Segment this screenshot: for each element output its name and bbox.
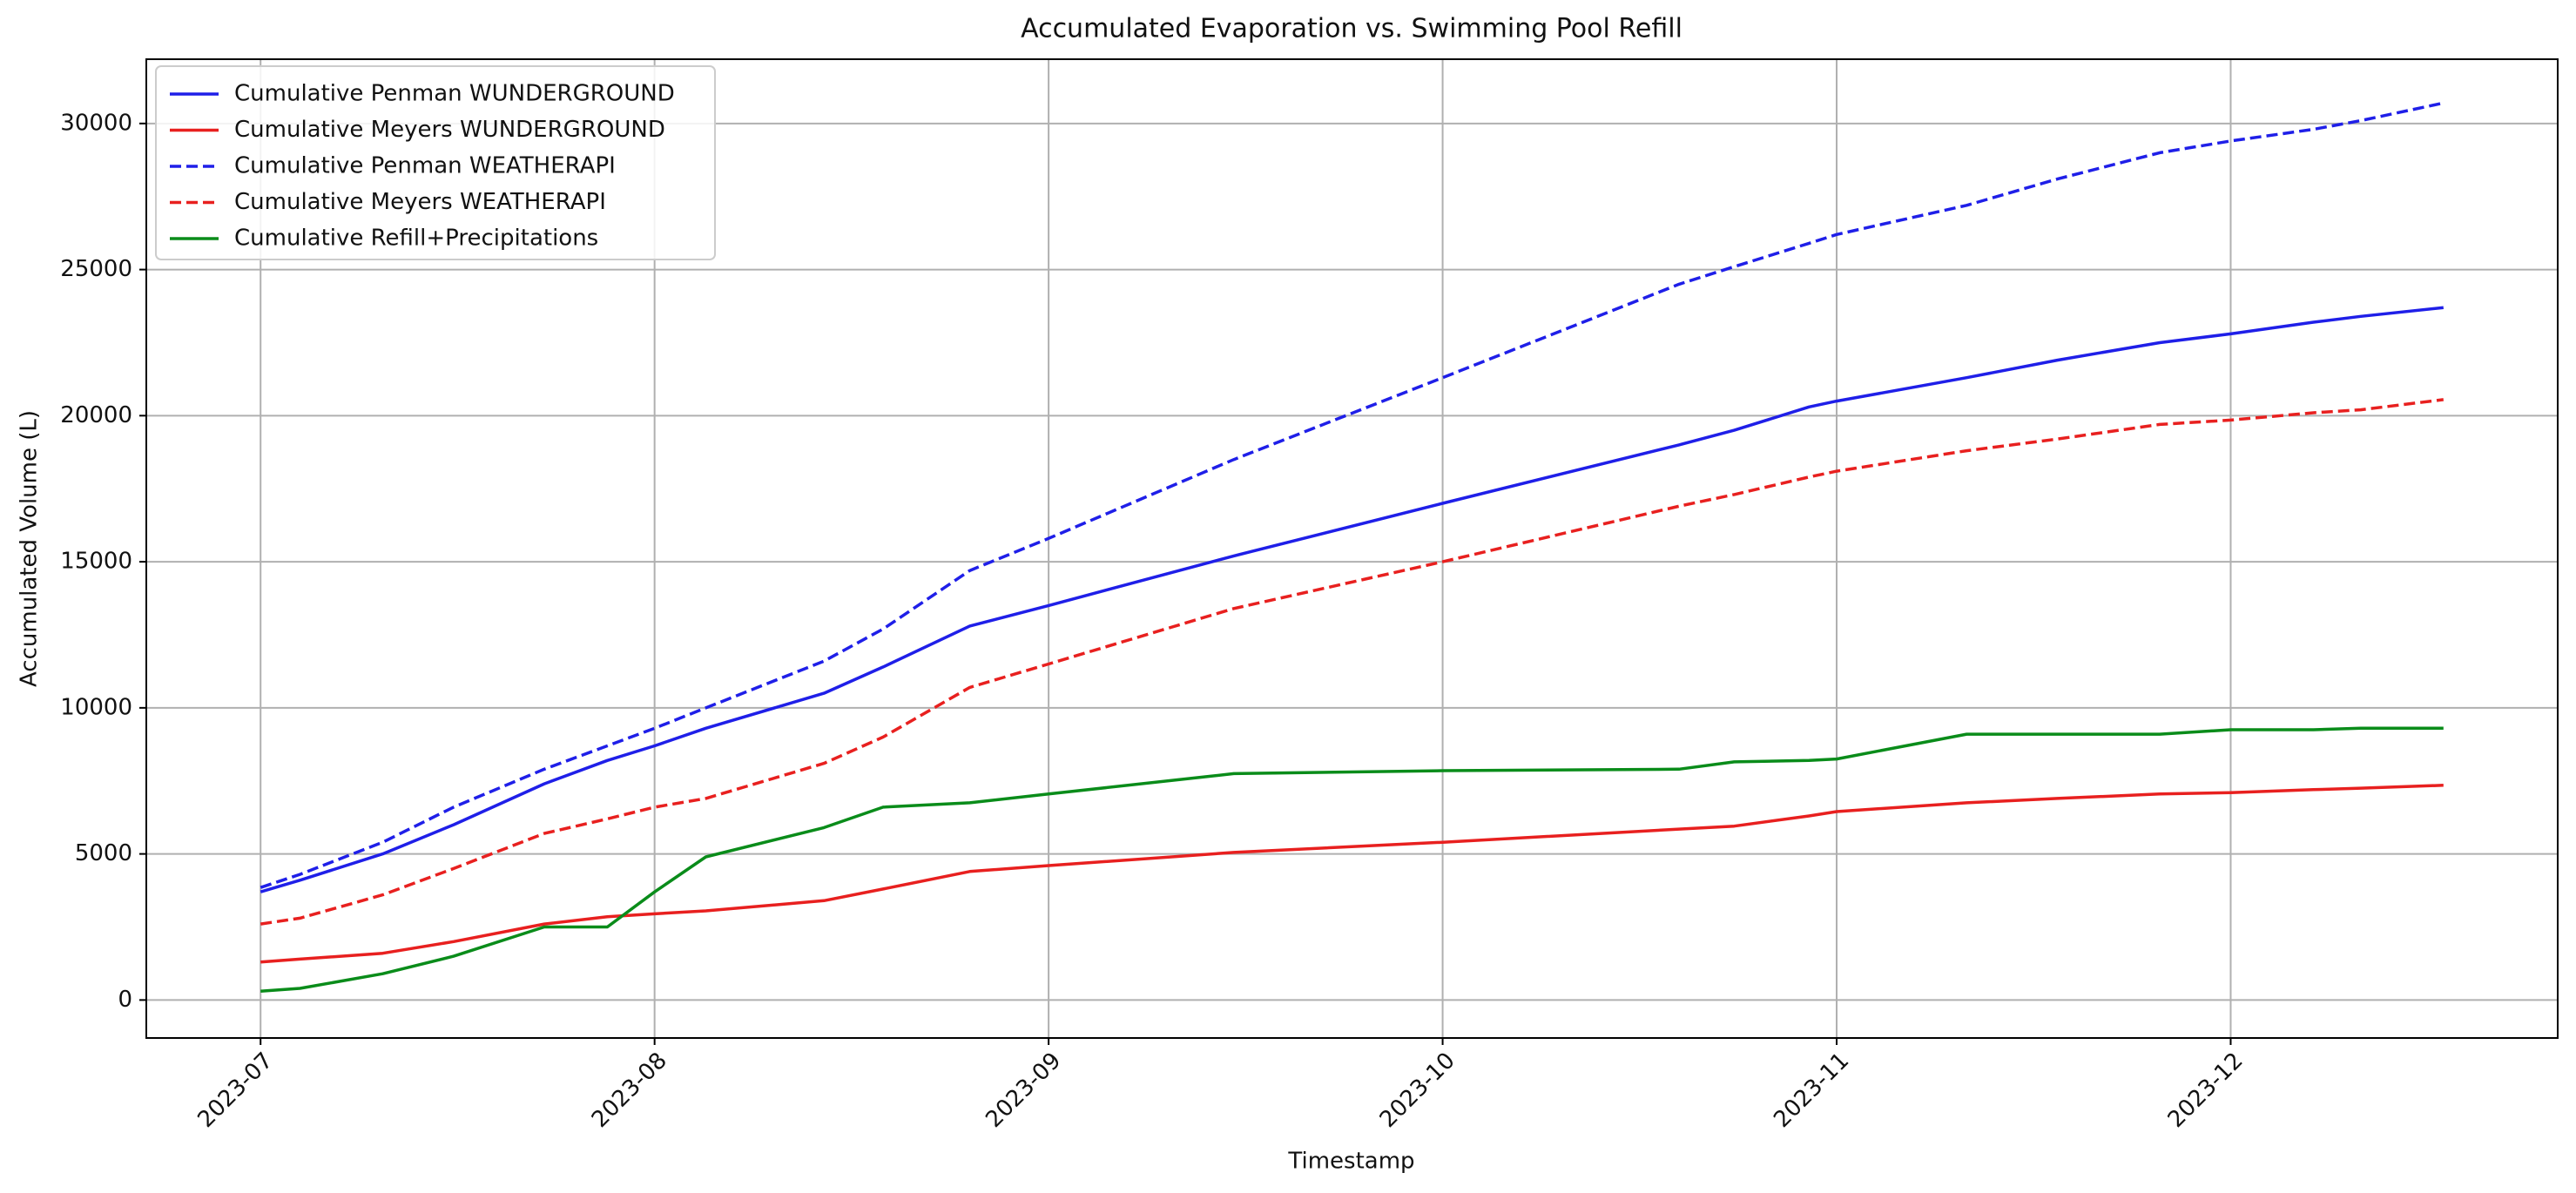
legend-label: Cumulative Penman WUNDERGROUND [234, 81, 675, 107]
y-tick-label: 20000 [60, 402, 132, 428]
chart-title: Accumulated Evaporation vs. Swimming Poo… [1021, 14, 1682, 44]
x-axis-label: Timestamp [1287, 1149, 1414, 1175]
y-tick-label: 15000 [60, 549, 132, 575]
legend-box [155, 65, 716, 260]
series-line [260, 784, 2444, 964]
series-line [260, 726, 2444, 994]
y-tick-label: 5000 [75, 840, 132, 866]
legend-label: Cumulative Meyers WUNDERGROUND [234, 117, 665, 143]
legend-label: Cumulative Penman WEATHERAPI [234, 153, 616, 179]
y-tick-label: 10000 [60, 694, 132, 720]
legend-label: Cumulative Meyers WEATHERAPI [234, 189, 606, 215]
series-line [260, 398, 2445, 926]
series-line [260, 306, 2444, 893]
y-tick-label: 30000 [60, 110, 132, 136]
series-line [260, 101, 2445, 889]
y-tick-label: 0 [118, 987, 132, 1013]
legend: Cumulative Penman WUNDERGROUND Cumulative… [155, 65, 716, 260]
y-axis-label: Accumulated Volume (L) [17, 410, 43, 687]
legend-label: Cumulative Refill+Precipitations [234, 226, 598, 252]
y-tick-label: 25000 [60, 256, 132, 282]
plot-frame [145, 58, 2559, 1039]
